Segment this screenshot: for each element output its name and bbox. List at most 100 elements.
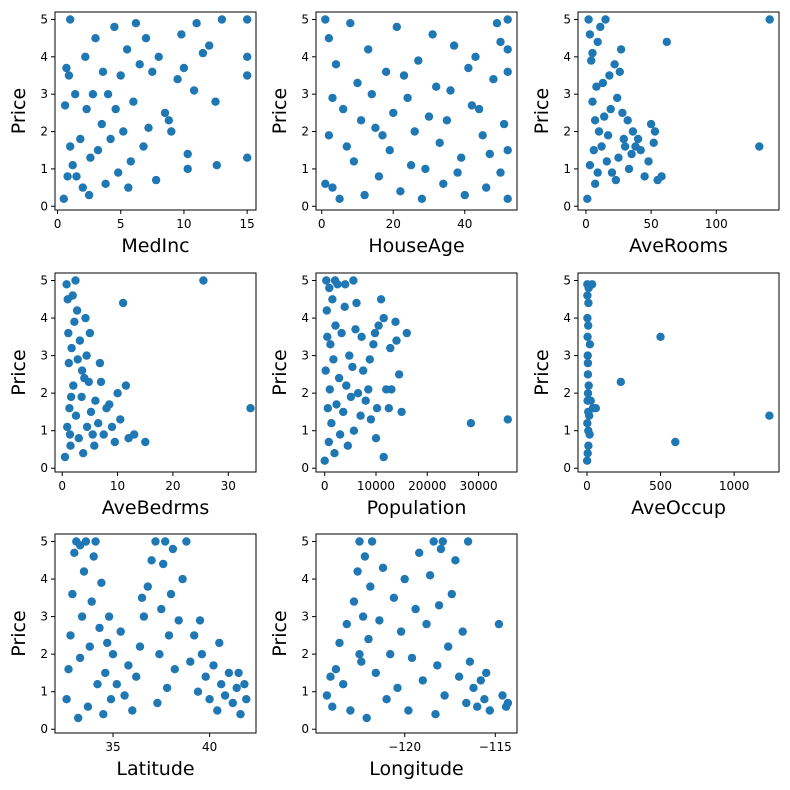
data-point: [442, 116, 452, 125]
data-point: [765, 15, 774, 24]
data-point: [323, 332, 332, 341]
data-point: [387, 385, 396, 394]
data-point: [190, 631, 199, 640]
data-point: [97, 119, 107, 129]
y-tick-label: 0: [563, 461, 571, 475]
data-point: [330, 276, 340, 285]
data-point: [211, 97, 220, 106]
data-point: [399, 71, 409, 80]
data-point: [362, 713, 371, 723]
y-tick-label: 4: [40, 50, 48, 64]
data-point: [482, 183, 491, 192]
data-point: [606, 104, 615, 114]
data-point: [590, 179, 600, 188]
y-tick-label: 3: [40, 610, 48, 624]
scatter-points: [59, 15, 252, 203]
data-point: [392, 336, 401, 345]
data-point: [110, 22, 119, 32]
data-point: [465, 657, 475, 666]
y-tick-label: 0: [301, 461, 309, 475]
data-point: [402, 328, 411, 338]
data-point: [331, 321, 340, 330]
data-point: [144, 123, 153, 132]
data-point: [148, 67, 157, 77]
y-tick-label: 0: [563, 199, 571, 213]
data-point: [213, 706, 222, 715]
data-point: [353, 78, 362, 88]
data-point: [436, 544, 446, 554]
scatter-points: [322, 537, 513, 723]
data-point: [217, 680, 226, 689]
data-point: [360, 190, 369, 200]
data-point: [656, 332, 665, 341]
data-point: [88, 430, 97, 439]
data-point: [594, 127, 604, 136]
data-point: [407, 653, 417, 663]
data-point: [411, 604, 420, 614]
data-point: [205, 695, 214, 704]
data-point: [342, 381, 351, 390]
data-point: [91, 34, 100, 43]
data-point: [492, 19, 502, 28]
data-point: [584, 321, 593, 330]
data-point: [650, 127, 660, 136]
data-point: [585, 430, 594, 439]
x-tick-label: 0: [318, 217, 326, 231]
data-point: [130, 430, 139, 439]
data-point: [62, 63, 71, 73]
data-point: [381, 67, 391, 77]
data-point: [173, 75, 182, 84]
data-point: [116, 415, 125, 424]
data-point: [66, 631, 75, 640]
data-point: [627, 149, 636, 159]
data-point: [332, 400, 341, 409]
data-point: [503, 698, 513, 708]
y-tick-label: 5: [301, 535, 309, 549]
data-point: [197, 650, 207, 659]
data-point: [460, 190, 469, 200]
data-point: [157, 604, 166, 614]
data-point: [615, 67, 624, 77]
data-point: [147, 556, 156, 565]
data-point: [112, 680, 122, 689]
data-point: [240, 680, 249, 689]
data-point: [63, 172, 72, 181]
data-point: [657, 172, 666, 181]
data-point: [357, 657, 366, 666]
data-point: [119, 127, 128, 136]
x-tick-label: 40: [202, 740, 217, 754]
data-point: [583, 291, 592, 300]
data-point: [378, 563, 388, 572]
y-axis-label: Price: [531, 349, 553, 395]
x-tick-label: 0: [582, 217, 590, 231]
data-point: [583, 419, 592, 428]
x-tick-label: 0: [54, 217, 62, 231]
x-tick-label: 50: [643, 217, 658, 231]
axes-frame: [315, 11, 518, 211]
axes-frame: [577, 11, 780, 211]
data-point: [90, 441, 99, 450]
data-point: [356, 116, 366, 125]
data-point: [72, 172, 81, 181]
data-point: [81, 52, 90, 61]
data-point: [582, 456, 592, 465]
data-point: [357, 332, 366, 341]
data-point: [66, 392, 76, 402]
data-point: [62, 422, 72, 432]
data-point: [337, 328, 346, 338]
data-point: [662, 37, 671, 47]
data-point: [360, 552, 370, 561]
data-point: [349, 276, 358, 285]
data-point: [93, 680, 102, 689]
data-point: [503, 15, 512, 24]
data-point: [386, 343, 395, 353]
data-point: [503, 415, 512, 424]
data-point: [364, 385, 373, 394]
data-point: [89, 552, 98, 561]
data-point: [99, 430, 108, 439]
data-point: [243, 15, 252, 24]
data-point: [101, 668, 110, 678]
data-point: [385, 146, 394, 155]
data-point: [114, 168, 123, 177]
subplot-longitude: −120 −115 0 1 2 3 4 5 Longitude Price: [269, 533, 518, 780]
